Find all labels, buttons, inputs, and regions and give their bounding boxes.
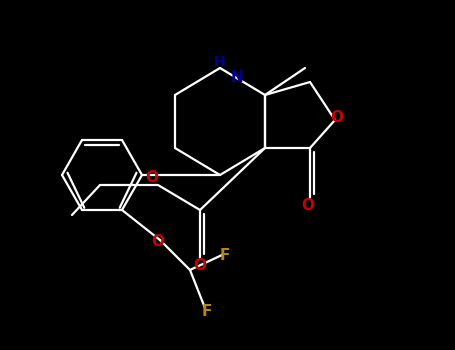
Text: F: F <box>202 304 212 320</box>
Text: O: O <box>146 170 158 186</box>
Text: F: F <box>220 247 230 262</box>
Text: O: O <box>330 111 344 126</box>
Text: O: O <box>193 258 207 273</box>
Text: O: O <box>152 234 165 250</box>
Text: O: O <box>302 197 314 212</box>
Text: N: N <box>231 70 243 85</box>
Text: H: H <box>214 55 226 69</box>
